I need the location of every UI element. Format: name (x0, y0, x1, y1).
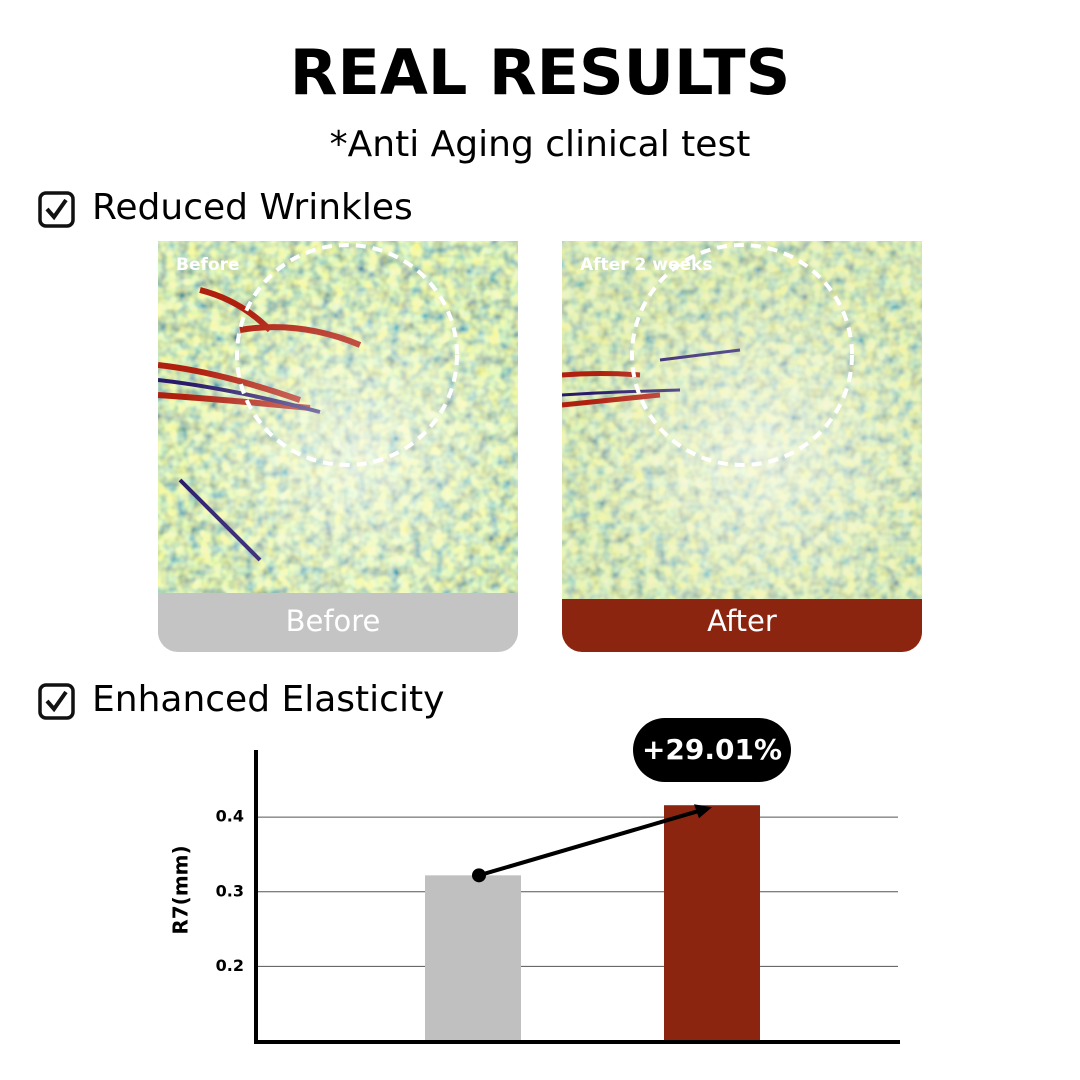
title: REAL RESULTS (290, 36, 790, 109)
caption-bg (562, 599, 922, 652)
highlight-circle (235, 243, 459, 467)
subtitle: *Anti Aging clinical test (330, 124, 751, 165)
y-tick-label: 0.4 (216, 807, 244, 826)
image-label: Before (176, 255, 239, 275)
caption-bg (158, 593, 518, 652)
image-label: After 2 weeks (580, 255, 712, 275)
y-axis-label: R7(mm) (169, 845, 193, 934)
arrow-head (694, 804, 712, 819)
after-image (562, 241, 922, 599)
annotation: +29.01% (642, 733, 782, 766)
y-tick-label: 0.2 (216, 956, 244, 975)
section-heading: Enhanced Elasticity (92, 679, 444, 720)
y-tick-label: 0.3 (216, 881, 244, 900)
section-heading: Reduced Wrinkles (92, 187, 413, 228)
arrow (478, 809, 699, 878)
chart: R7(mm) 0.2 0.3 0.4 +29.01% (169, 718, 900, 1044)
bar (664, 805, 760, 1041)
caption: After (707, 604, 777, 638)
before-image (158, 241, 518, 593)
bar (425, 875, 521, 1041)
checkbox (38, 191, 75, 228)
caption: Before (286, 604, 381, 638)
highlight-circle (630, 243, 854, 467)
annotation-bg (633, 718, 791, 782)
checkbox (38, 683, 75, 720)
